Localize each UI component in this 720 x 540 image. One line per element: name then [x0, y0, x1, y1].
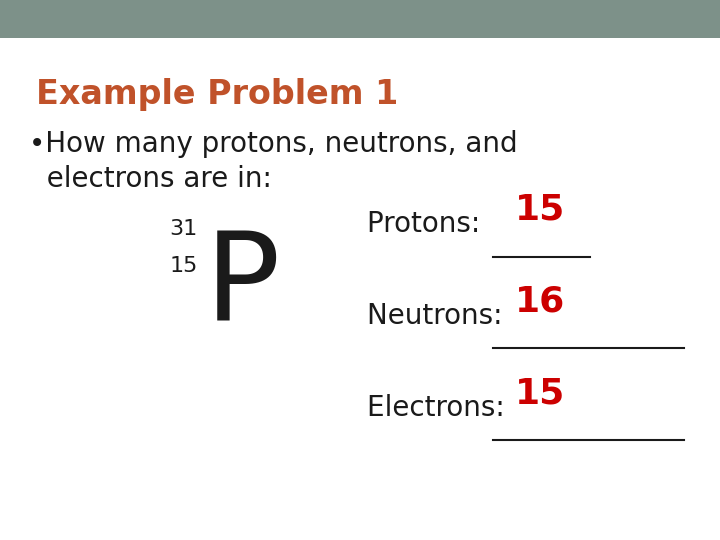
Text: Electrons:: Electrons:: [367, 394, 514, 422]
Text: 15: 15: [169, 256, 197, 276]
Text: 31: 31: [169, 219, 197, 239]
Text: •How many protons, neutrons, and: •How many protons, neutrons, and: [29, 130, 518, 158]
Text: Example Problem 1: Example Problem 1: [36, 78, 398, 111]
Text: electrons are in:: electrons are in:: [29, 165, 271, 193]
Text: 15: 15: [515, 376, 565, 410]
Text: P: P: [205, 227, 281, 348]
Text: Protons:: Protons:: [367, 210, 490, 238]
FancyBboxPatch shape: [0, 0, 720, 38]
Text: Neutrons:: Neutrons:: [367, 302, 512, 330]
Text: 16: 16: [515, 285, 565, 319]
Text: 15: 15: [515, 193, 565, 227]
